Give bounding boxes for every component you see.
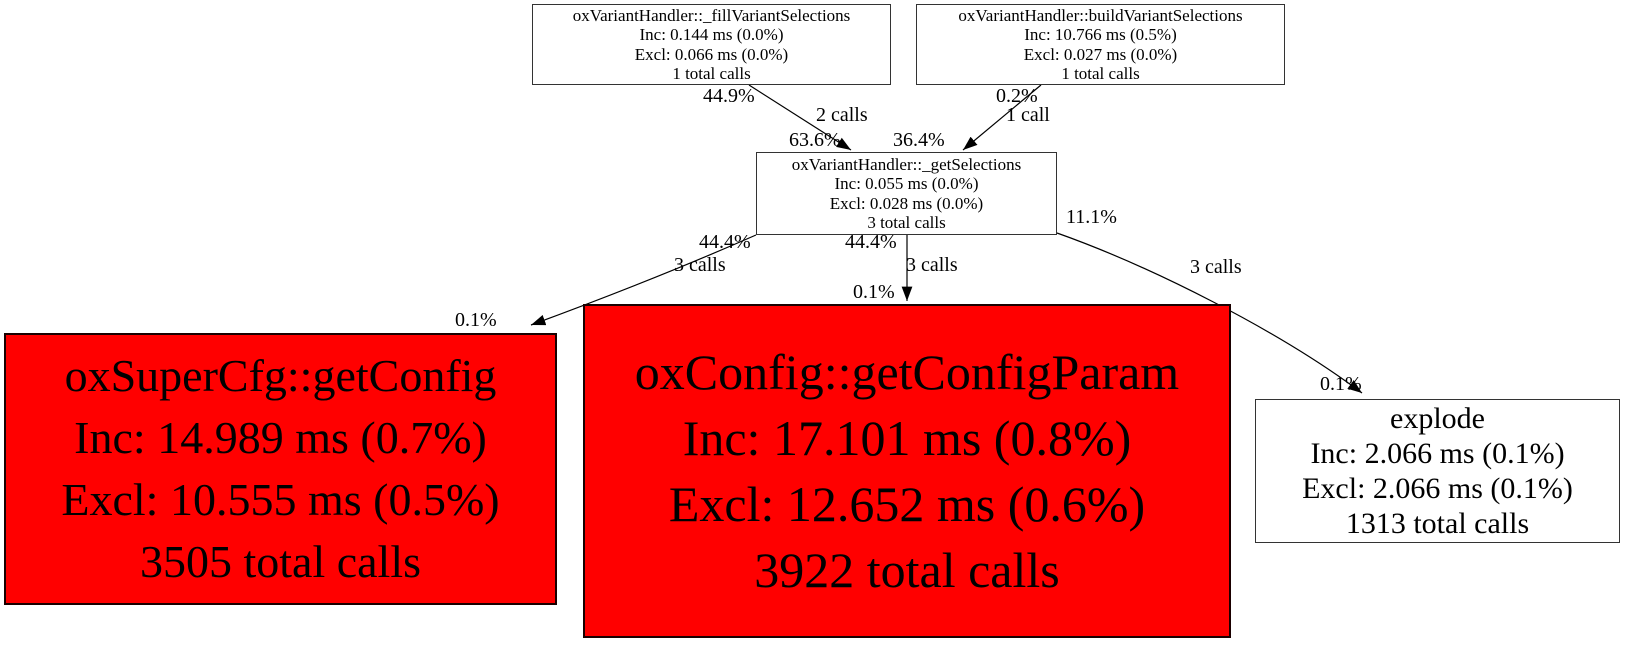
node-build-variant-selections: oxVariantHandler::buildVariantSelections… (916, 4, 1285, 85)
edge-label-calls: 3 calls (674, 254, 726, 276)
node-fill-variant-selections: oxVariantHandler::_fillVariantSelections… (532, 4, 891, 85)
edge-label-percent: 0.1% (455, 309, 497, 331)
exclusive-time: Excl: 12.652 ms (0.6%) (668, 476, 1146, 532)
exclusive-time: Excl: 0.028 ms (0.0%) (829, 193, 984, 213)
exclusive-time: Excl: 0.027 ms (0.0%) (1023, 44, 1178, 64)
inclusive-time: Inc: 14.989 ms (0.7%) (74, 412, 487, 463)
total-calls: 3922 total calls (754, 542, 1060, 598)
edge-label-percent: 0.2% (996, 85, 1038, 107)
edge-label-percent: 44.4% (699, 231, 751, 253)
node-get-selections: oxVariantHandler::_getSelections Inc: 0.… (756, 152, 1057, 235)
edge-label-calls: 2 calls (816, 104, 868, 126)
edge-label-percent: 63.6% (789, 129, 841, 151)
edge-label-calls: 1 call (1006, 104, 1050, 126)
total-calls: 1313 total calls (1345, 507, 1530, 540)
inclusive-time: Inc: 2.066 ms (0.1%) (1310, 437, 1565, 470)
function-name: oxVariantHandler::buildVariantSelections (958, 5, 1243, 25)
node-explode: explode Inc: 2.066 ms (0.1%) Excl: 2.066… (1255, 399, 1620, 543)
exclusive-time: Excl: 2.066 ms (0.1%) (1302, 472, 1573, 505)
total-calls: 1 total calls (672, 64, 751, 83)
inclusive-time: Inc: 0.055 ms (0.0%) (834, 174, 979, 193)
inclusive-time: Inc: 0.144 ms (0.0%) (639, 25, 784, 44)
edge-label-percent: 0.1% (1320, 373, 1362, 395)
inclusive-time: Inc: 10.766 ms (0.5%) (1024, 25, 1177, 44)
function-name: oxSuperCfg::getConfig (64, 350, 497, 401)
function-name: oxConfig::getConfigParam (634, 344, 1180, 400)
edge-label-calls: 3 calls (1190, 256, 1242, 278)
exclusive-time: Excl: 0.066 ms (0.0%) (634, 44, 789, 64)
edge-label-percent: 0.1% (853, 281, 895, 303)
total-calls: 1 total calls (1061, 64, 1140, 83)
function-name: explode (1390, 402, 1485, 435)
total-calls: 3 total calls (867, 213, 946, 232)
edge-label-percent: 36.4% (893, 129, 945, 151)
edge-label-percent: 11.1% (1066, 206, 1117, 228)
edge-label-percent: 44.4% (845, 231, 897, 253)
inclusive-time: Inc: 17.101 ms (0.8%) (682, 410, 1132, 466)
function-name: oxVariantHandler::_fillVariantSelections (572, 5, 851, 25)
edge-label-percent: 44.9% (703, 85, 755, 107)
edge-label-calls: 3 calls (906, 254, 958, 276)
node-get-config-param: oxConfig::getConfigParam Inc: 17.101 ms … (583, 304, 1231, 638)
total-calls: 3505 total calls (139, 536, 422, 587)
node-get-config: oxSuperCfg::getConfig Inc: 14.989 ms (0.… (4, 333, 557, 605)
function-name: oxVariantHandler::_getSelections (791, 154, 1022, 174)
exclusive-time: Excl: 10.555 ms (0.5%) (61, 474, 500, 525)
